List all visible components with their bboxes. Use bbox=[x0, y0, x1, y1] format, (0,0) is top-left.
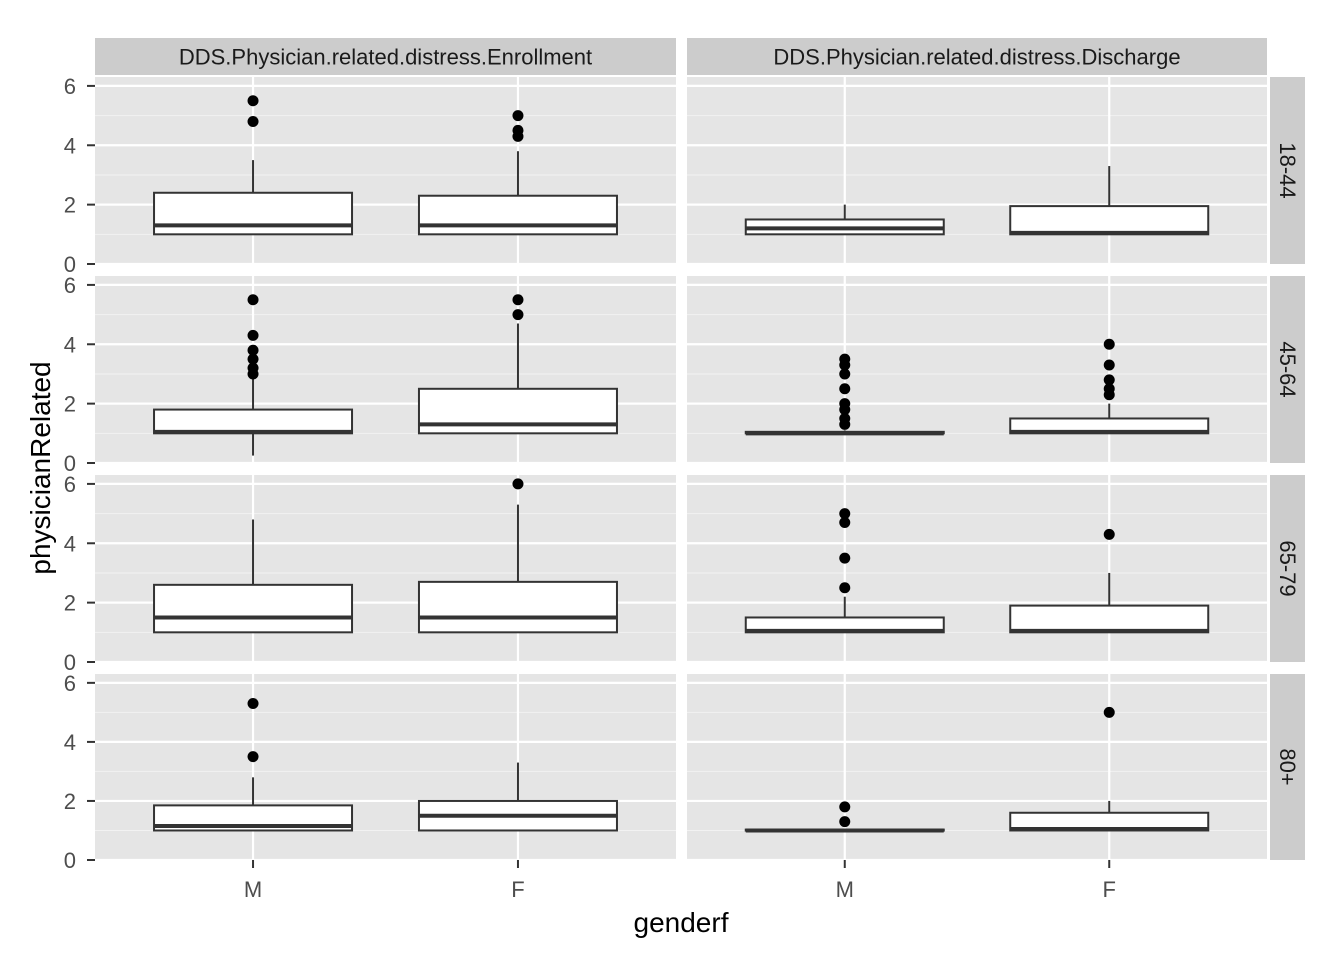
x-tick-label: M bbox=[244, 877, 262, 902]
outlier-point bbox=[247, 116, 259, 128]
row-strip-label-2: 65-79 bbox=[1275, 540, 1300, 596]
panel-bg bbox=[687, 77, 1267, 264]
outlier-point bbox=[839, 516, 851, 528]
y-tick-label: 0 bbox=[64, 650, 76, 675]
row-strip-0 bbox=[1270, 77, 1305, 264]
x-tick-label: M bbox=[836, 877, 854, 902]
box bbox=[153, 408, 354, 435]
row-strip-1 bbox=[1270, 276, 1305, 463]
row-strip-label-0: 18-44 bbox=[1275, 142, 1300, 198]
y-tick-label: 2 bbox=[64, 392, 76, 417]
box bbox=[417, 194, 618, 236]
outlier-point bbox=[1103, 706, 1115, 718]
outlier-point bbox=[839, 801, 851, 813]
y-tick-label: 2 bbox=[64, 789, 76, 814]
outlier-point bbox=[839, 398, 851, 410]
col-strip-label-0: DDS.Physician.related.distress.Enrollmen… bbox=[179, 45, 592, 70]
box bbox=[417, 387, 618, 435]
y-tick-label: 4 bbox=[64, 730, 76, 755]
panel-bg bbox=[95, 475, 676, 662]
y-tick-label: 0 bbox=[64, 451, 76, 476]
y-tick-label: 4 bbox=[64, 531, 76, 556]
outlier-point bbox=[839, 582, 851, 594]
box bbox=[417, 580, 618, 634]
y-tick-label: 0 bbox=[64, 848, 76, 873]
outlier-point bbox=[512, 124, 524, 136]
col-strip-1 bbox=[687, 38, 1267, 75]
y-tick-label: 6 bbox=[64, 671, 76, 696]
y-tick-label: 4 bbox=[64, 133, 76, 158]
outlier-point bbox=[839, 368, 851, 380]
outlier-point bbox=[512, 110, 524, 122]
col-strip-label-1: DDS.Physician.related.distress.Discharge bbox=[773, 45, 1180, 70]
outlier-point bbox=[839, 412, 851, 424]
panel-bg bbox=[95, 276, 676, 463]
outlier-point bbox=[512, 294, 524, 306]
panel-bg bbox=[687, 475, 1267, 662]
col-strip-0 bbox=[95, 38, 676, 75]
box bbox=[153, 583, 354, 634]
outlier-point bbox=[1103, 374, 1115, 386]
y-axis-title: physicianRelated bbox=[25, 361, 56, 574]
row-strip-label-3: 80+ bbox=[1275, 748, 1300, 785]
outlier-point bbox=[247, 294, 259, 306]
y-tick-label: 6 bbox=[64, 273, 76, 298]
box bbox=[1009, 205, 1210, 236]
outlier-point bbox=[512, 478, 524, 490]
outlier-point bbox=[839, 552, 851, 564]
outlier-point bbox=[247, 353, 259, 365]
outlier-point bbox=[247, 698, 259, 710]
outlier-point bbox=[839, 816, 851, 828]
y-tick-label: 4 bbox=[64, 332, 76, 357]
outlier-point bbox=[839, 383, 851, 395]
outlier-point bbox=[512, 309, 524, 321]
panel-bg bbox=[95, 77, 676, 264]
box bbox=[1009, 604, 1210, 634]
row-strip-2 bbox=[1270, 475, 1305, 662]
outlier-point bbox=[839, 353, 851, 365]
x-axis-title: genderf bbox=[634, 907, 729, 938]
panel-bg bbox=[95, 674, 676, 860]
outlier-point bbox=[247, 329, 259, 341]
outlier-point bbox=[1103, 359, 1115, 371]
y-tick-label: 2 bbox=[64, 591, 76, 616]
outlier-point bbox=[247, 751, 259, 763]
outlier-point bbox=[247, 362, 259, 374]
x-tick-label: F bbox=[1103, 877, 1116, 902]
outlier-point bbox=[1103, 528, 1115, 540]
y-tick-label: 6 bbox=[64, 74, 76, 99]
outlier-point bbox=[247, 344, 259, 356]
y-tick-label: 0 bbox=[64, 252, 76, 277]
row-strip-label-1: 45-64 bbox=[1275, 341, 1300, 397]
outlier-point bbox=[839, 508, 851, 520]
outlier-point bbox=[1103, 383, 1115, 395]
outlier-point bbox=[247, 95, 259, 107]
y-tick-label: 2 bbox=[64, 193, 76, 218]
x-tick-label: F bbox=[511, 877, 524, 902]
outlier-point bbox=[1103, 338, 1115, 350]
row-strip-3 bbox=[1270, 674, 1305, 860]
box bbox=[153, 191, 354, 236]
y-tick-label: 6 bbox=[64, 472, 76, 497]
